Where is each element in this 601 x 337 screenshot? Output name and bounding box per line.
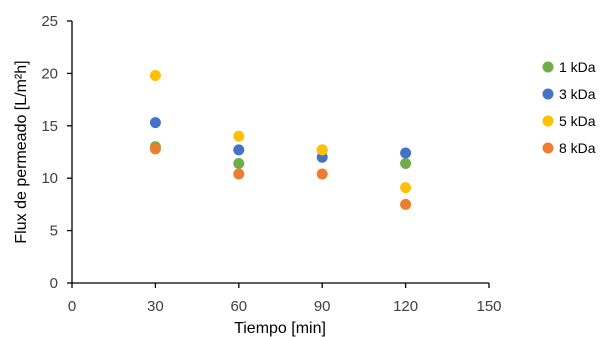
y-tick-label: 5 xyxy=(50,223,58,240)
data-point xyxy=(233,130,245,142)
x-tick-label: 120 xyxy=(393,298,418,315)
legend-label: 3 kDa xyxy=(559,86,596,102)
data-point xyxy=(400,182,412,194)
axes: 0 5 10 15 20 25 0 30 60 90 120 150 xyxy=(41,13,501,315)
series-8-kda xyxy=(149,143,412,210)
y-tick-label: 20 xyxy=(41,65,58,82)
y-tick-label: 15 xyxy=(41,118,58,135)
data-point xyxy=(400,147,412,159)
data-point xyxy=(233,158,245,170)
y-tick-label: 25 xyxy=(41,13,58,30)
legend-label: 8 kDa xyxy=(559,140,596,156)
data-point xyxy=(149,143,161,155)
x-axis-title: Tiempo [min] xyxy=(234,320,326,337)
data-point xyxy=(233,168,245,180)
series-1-kda xyxy=(149,141,412,170)
series-5-kda xyxy=(149,69,412,194)
x-tick-label: 150 xyxy=(476,298,501,315)
x-tick-label: 0 xyxy=(68,298,76,315)
data-point xyxy=(400,158,412,170)
data-point xyxy=(149,117,161,129)
data-point xyxy=(149,69,161,81)
y-tick-label: 10 xyxy=(41,170,58,187)
legend-marker xyxy=(542,61,554,73)
legend-marker xyxy=(542,88,554,100)
data-point xyxy=(316,144,328,156)
data-point xyxy=(400,198,412,210)
legend-marker xyxy=(542,142,554,154)
y-axis-title: Flux de permeado [L/m²h] xyxy=(13,60,30,243)
legend-label: 1 kDa xyxy=(559,59,596,75)
x-tick-label: 90 xyxy=(314,298,331,315)
data-point xyxy=(316,168,328,180)
legend-label: 5 kDa xyxy=(559,113,596,129)
legend-marker xyxy=(542,115,554,127)
x-tick-label: 30 xyxy=(147,298,164,315)
data-point xyxy=(233,144,245,156)
y-tick-label: 0 xyxy=(50,275,58,292)
series-3-kda xyxy=(149,117,412,163)
x-tick-label: 60 xyxy=(230,298,247,315)
legend: 1 kDa 3 kDa 5 kDa 8 kDa xyxy=(542,59,596,156)
data-points xyxy=(149,69,412,210)
